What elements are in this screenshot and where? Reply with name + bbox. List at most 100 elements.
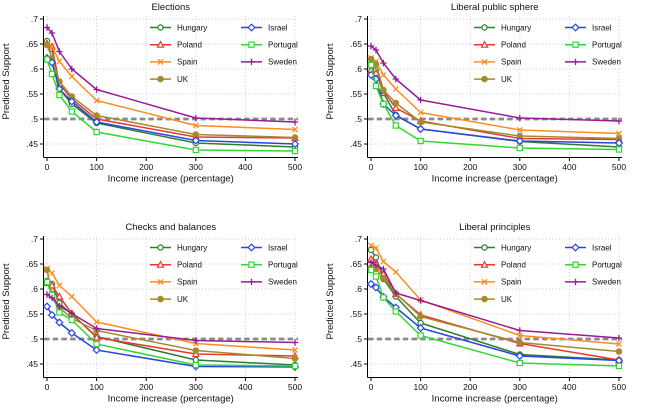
y-tick-label: .7 (31, 14, 38, 24)
marker-x_cross (481, 278, 488, 285)
marker-plus (615, 334, 623, 342)
legend-item-uk: UK (150, 295, 189, 304)
marker-x_cross (417, 109, 424, 116)
marker-square_open (192, 361, 199, 369)
marker-x_cross (291, 126, 299, 133)
marker-circle_open (157, 244, 164, 251)
series-line-sweden (370, 45, 620, 122)
legend-item-uk: UK (474, 295, 513, 304)
marker-plus (417, 297, 424, 304)
legend-item-poland: Poland (474, 260, 526, 270)
marker-diamond_open (416, 124, 425, 134)
chart-liberal-principles: .7 .65 .6 .55 .5 .45 0 100 200 300 400 500 Hungary Po… (325, 222, 626, 405)
legend-item-uk: UK (150, 75, 189, 84)
x-tick-label: 500 (612, 382, 626, 392)
series-line-spain (370, 244, 620, 345)
marker-circle_filled (481, 295, 488, 303)
x-tick-label: 300 (189, 382, 203, 392)
marker-diamond_open (247, 243, 256, 252)
marker-diamond_open (42, 302, 52, 311)
series-sweden (367, 259, 623, 342)
y-axis-label: Predicted Support (325, 263, 336, 339)
marker-square_open (392, 308, 399, 315)
marker-plus (372, 261, 380, 269)
legend-item-hungary: Hungary (474, 243, 531, 252)
y-tick-label: .55 (350, 309, 362, 319)
legend-item-hungary: Hungary (474, 23, 531, 32)
legend-label: Israel (592, 23, 612, 32)
marker-square_open (248, 261, 255, 268)
marker-diamond_open (92, 345, 101, 355)
legend-item-spain: Spain (150, 58, 197, 67)
marker-diamond_open (571, 23, 580, 32)
marker-square_open (367, 61, 375, 69)
series-line-sweden (46, 293, 296, 344)
y-tick-label: .55 (350, 89, 362, 99)
marker-square_open (93, 128, 100, 136)
marker-square_open (248, 41, 255, 48)
marker-x_cross (516, 332, 523, 339)
marker-x_cross (615, 340, 623, 348)
legend-item-spain: Spain (150, 278, 197, 287)
chart-checks-and-balances: .7 .65 .6 .55 .5 .45 0 100 200 300 400 500 Hungary Po… (1, 222, 302, 405)
marker-x_cross (367, 242, 375, 249)
marker-plus (56, 48, 63, 55)
series-israel (42, 53, 300, 149)
legend-item-portugal: Portugal (241, 41, 298, 50)
y-tick-label: .65 (26, 39, 38, 49)
x-tick-label: 200 (463, 162, 477, 172)
axes: .7 .65 .6 .55 .5 .45 0 100 200 300 400 500 (26, 234, 302, 392)
series-portugal (367, 61, 623, 153)
x-tick-label: 400 (562, 382, 576, 392)
x-tick-label: 100 (90, 382, 104, 392)
x-tick-label: 300 (189, 162, 203, 172)
marker-x_cross (380, 71, 387, 79)
legend-item-israel: Israel (565, 243, 612, 252)
legend-item-hungary: Hungary (150, 23, 207, 32)
marker-plus (372, 46, 380, 54)
marker-diamond_open (391, 111, 400, 120)
legend-item-portugal: Portugal (241, 261, 298, 270)
marker-x_cross (516, 126, 523, 134)
x-tick-label: 500 (612, 162, 626, 172)
marker-circle_filled (93, 112, 100, 119)
y-tick-label: .65 (26, 259, 38, 269)
marker-square_open (291, 362, 299, 370)
marker-plus (516, 114, 523, 122)
marker-square_open (48, 70, 56, 78)
series-line-uk (46, 269, 296, 360)
marker-x_cross (157, 58, 164, 65)
marker-square_open (43, 278, 51, 286)
y-tick-label: .7 (355, 14, 362, 24)
chart-title: Liberal principles (459, 222, 531, 233)
x-tick-label: 0 (369, 382, 374, 392)
series-israel (366, 70, 624, 148)
legend-label: Poland (501, 261, 526, 270)
x-axis-label: Income increase (percentage) (108, 174, 234, 185)
y-tick-label: .65 (350, 259, 362, 269)
marker-x_cross (392, 268, 399, 276)
chart-title: Elections (151, 2, 190, 13)
marker-plus (48, 294, 56, 302)
marker-square_open (43, 56, 51, 63)
legend-label: Portugal (592, 261, 622, 270)
marker-square_open (367, 266, 375, 274)
legend-label: Hungary (177, 23, 207, 32)
marker-plus (192, 337, 199, 344)
y-tick-label: .45 (350, 139, 362, 149)
marker-circle_filled (380, 86, 387, 94)
legend-label: UK (177, 75, 189, 84)
axes: .7 .65 .6 .55 .5 .45 0 100 200 300 400 500 (26, 14, 302, 172)
marker-square_open (291, 147, 299, 155)
marker-square_open (417, 332, 424, 339)
legend-label: Poland (177, 41, 202, 50)
x-tick-label: 100 (414, 162, 428, 172)
legend-item-sweden: Sweden (565, 278, 621, 287)
y-axis-label: Predicted Support (1, 263, 12, 339)
marker-diamond_open (247, 23, 256, 32)
legend: Hungary Poland Spain UK Israel Portugal Sweden (474, 23, 622, 84)
series-line-poland (370, 69, 620, 141)
marker-plus (417, 96, 424, 104)
marker-plus (380, 59, 387, 67)
